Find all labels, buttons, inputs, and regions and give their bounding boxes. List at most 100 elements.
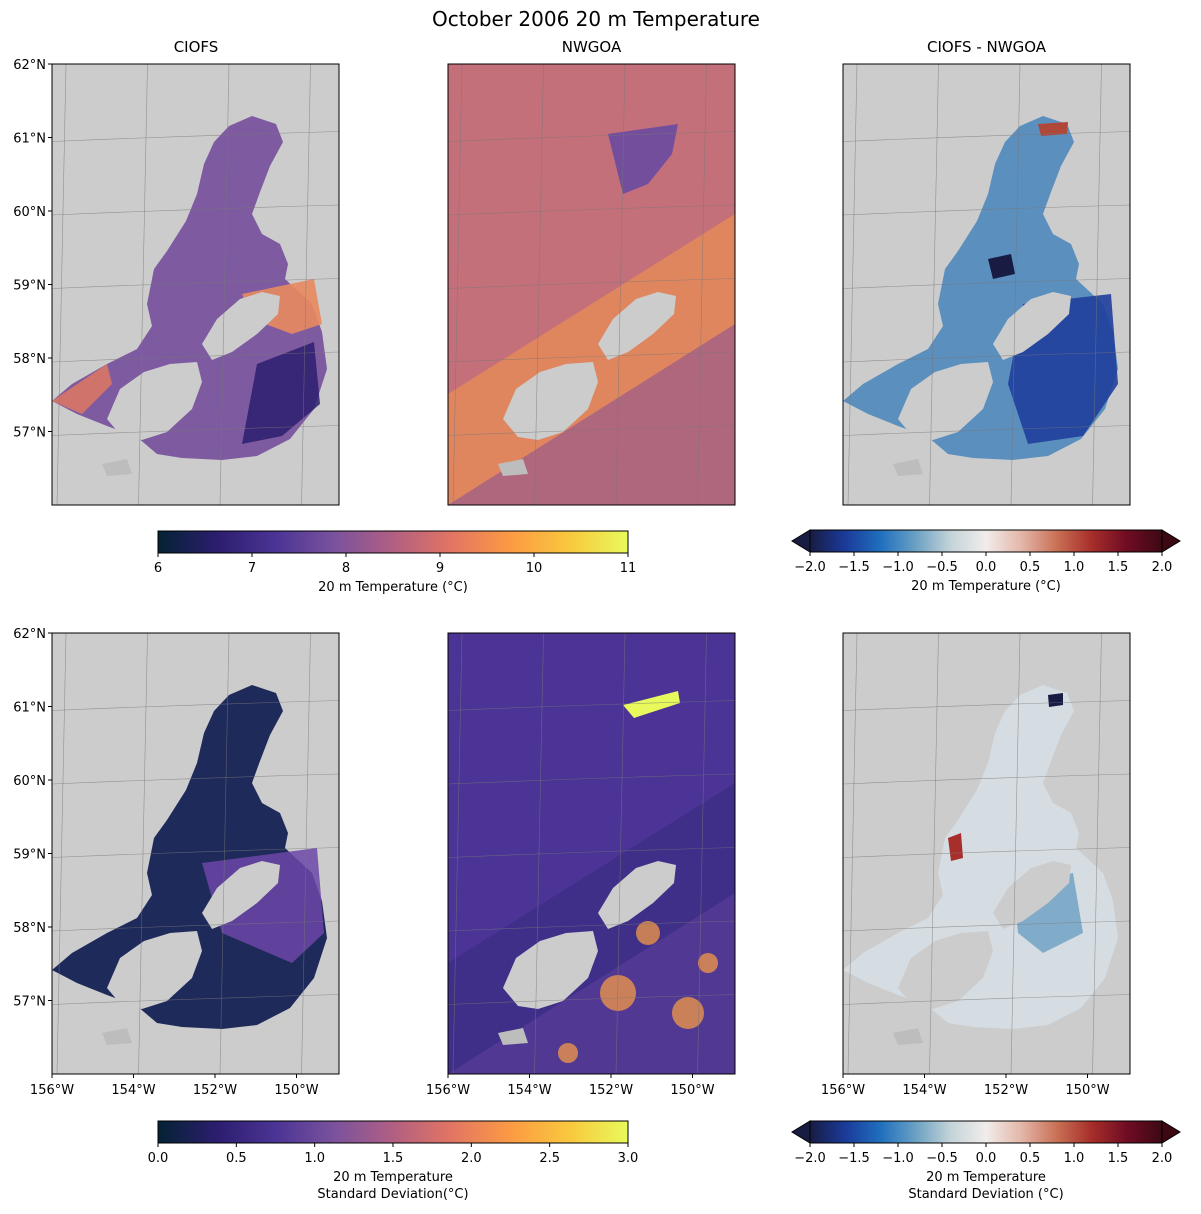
trinity-islands	[893, 1028, 923, 1045]
parallel-gridline	[52, 278, 339, 289]
meridian-gridline	[219, 64, 230, 505]
colorbar-tick-label: 8	[342, 561, 350, 576]
colorbar-tick-label: 0.0	[976, 1151, 997, 1166]
parallel-gridline	[52, 351, 339, 363]
map-panel-diff-mean: CIOFS - NWGOA	[842, 38, 1131, 506]
parallel-gridline	[52, 131, 339, 142]
meridian-gridline	[534, 633, 544, 1074]
parallel-gridline	[843, 773, 1130, 785]
meridian-gridline	[929, 633, 939, 1074]
trinity-islands	[102, 1028, 132, 1045]
data-field	[448, 633, 735, 1074]
parallel-gridline	[448, 131, 735, 142]
colorbar-gradient	[157, 530, 629, 554]
map-panel-ciofs-mean: CIOFS 62°N 61°N 60°N 59°N 58°N 57°N	[13, 38, 340, 506]
lat-tick-label: 58°N	[13, 921, 46, 936]
colorbar-tick-label: −0.5	[926, 560, 958, 575]
kodiak-island	[898, 362, 993, 440]
colorbar-label: 20 m Temperature	[926, 1170, 1046, 1185]
colorbar-tick-label: 2.0	[1152, 560, 1173, 575]
parallel-gridline	[843, 131, 1130, 142]
parallel-gridline	[843, 278, 1130, 289]
meridian-gridline	[534, 64, 544, 505]
lat-tick-label: 57°N	[13, 426, 46, 441]
variance-hotspot	[558, 1043, 578, 1063]
colorbar-tick-label: 1.5	[383, 1151, 404, 1166]
positive-diff-patch	[1038, 122, 1068, 136]
lon-tick-label: 156°W	[426, 1083, 470, 1098]
meridian-gridline	[301, 64, 311, 505]
map-panel-ciofs-std: 62°N 61°N 60°N 59°N 58°N 57°N 156°W 154°W 152°W 1…	[13, 627, 340, 1098]
lat-tick-label: 60°N	[13, 205, 46, 220]
colorbar-tick-label: 1.0	[1064, 1151, 1085, 1166]
colorbar-tick-label: 0.5	[1020, 560, 1041, 575]
kodiak-island	[898, 931, 993, 1009]
parallel-gridline	[843, 700, 1130, 711]
colorbar-tick-label: 6	[154, 561, 162, 576]
colorbar-tick-label: 3.0	[618, 1151, 639, 1166]
meridian-gridline	[452, 633, 463, 1074]
colorbar-label: 20 m Temperature (°C)	[911, 579, 1061, 594]
parallel-gridline	[52, 773, 339, 785]
parallel-gridline	[52, 204, 339, 216]
colorbar-tick-label: 1.5	[1108, 560, 1129, 575]
lat-tick-label: 60°N	[13, 774, 46, 789]
kodiak-island	[503, 362, 598, 440]
colorbar-tick-label: 2.0	[1152, 1151, 1173, 1166]
colorbar-tick-label: 0.0	[148, 1151, 169, 1166]
colorbar-tick-label: 10	[526, 561, 543, 576]
parallel-gridline	[843, 847, 1130, 858]
meridian-gridline	[697, 64, 707, 505]
meridian-gridline	[219, 633, 230, 1074]
panel-frame	[447, 632, 736, 1075]
meridian-gridline	[301, 633, 311, 1074]
parallel-gridline	[52, 700, 339, 711]
colorbar-label-line2: Standard Deviation(°C)	[317, 1187, 468, 1202]
variance-hotspot	[636, 921, 660, 945]
colorbar-temp: 6 7 8 9 10 11 20 m Temperature (°C)	[154, 530, 637, 595]
kenai-land	[598, 292, 676, 360]
lon-tick-label: 156°W	[30, 1083, 74, 1098]
lon-tick-label: 154°W	[902, 1083, 946, 1098]
lon-tick-label: 152°W	[589, 1083, 633, 1098]
meridian-gridline	[138, 633, 148, 1074]
parallel-gridline	[448, 700, 735, 711]
map-panel-diff-std: 156°W 154°W 152°W 150°W	[821, 632, 1131, 1098]
colorbar-std: 0.0 0.5 1.0 1.5 2.0 2.5 3.0 20 m Temperature Sta…	[148, 1120, 639, 1202]
trinity-islands	[893, 459, 923, 476]
meridian-gridline	[1010, 633, 1021, 1074]
strong-negative-patch	[1048, 693, 1063, 707]
panel-title: CIOFS - NWGOA	[927, 38, 1047, 56]
meridian-gridline	[929, 64, 939, 505]
colorbar-gradient	[809, 529, 1163, 553]
kodiak-island	[107, 931, 202, 1009]
lat-tick-label: 62°N	[13, 627, 46, 642]
parallel-gridline	[448, 278, 735, 289]
lon-tick-label: 152°W	[984, 1083, 1028, 1098]
colorbar-tick-label: 11	[620, 561, 637, 576]
lon-tick-label: 152°W	[193, 1083, 237, 1098]
lon-tick-label: 150°W	[1065, 1083, 1109, 1098]
colorbar-tick-label: −1.5	[838, 560, 870, 575]
parallel-gridline	[448, 204, 735, 216]
colorbar-tick-label: 1.0	[1064, 560, 1085, 575]
lon-tick-label: 150°W	[670, 1083, 714, 1098]
colorbar-tick-label: 1.5	[1108, 1151, 1129, 1166]
map-content	[843, 64, 1130, 505]
lat-tick-label: 59°N	[13, 848, 46, 863]
lat-tick-label: 62°N	[13, 58, 46, 73]
parallel-gridline	[448, 920, 735, 932]
map-content	[843, 633, 1130, 1074]
lat-tick-label: 58°N	[13, 352, 46, 367]
meridian-gridline	[56, 64, 67, 505]
lat-tick-label: 61°N	[13, 701, 46, 716]
parallel-gridline	[448, 425, 735, 436]
variance-hotspot	[672, 997, 704, 1029]
trinity-islands	[498, 1028, 528, 1045]
colorbar-tick-label: −0.5	[926, 1151, 958, 1166]
parallel-gridline	[448, 847, 735, 858]
colorbar-extend-high	[1161, 1120, 1181, 1144]
parallel-gridline	[52, 994, 339, 1005]
kenai-land	[598, 861, 676, 929]
colorbar-extend-low	[791, 529, 811, 553]
